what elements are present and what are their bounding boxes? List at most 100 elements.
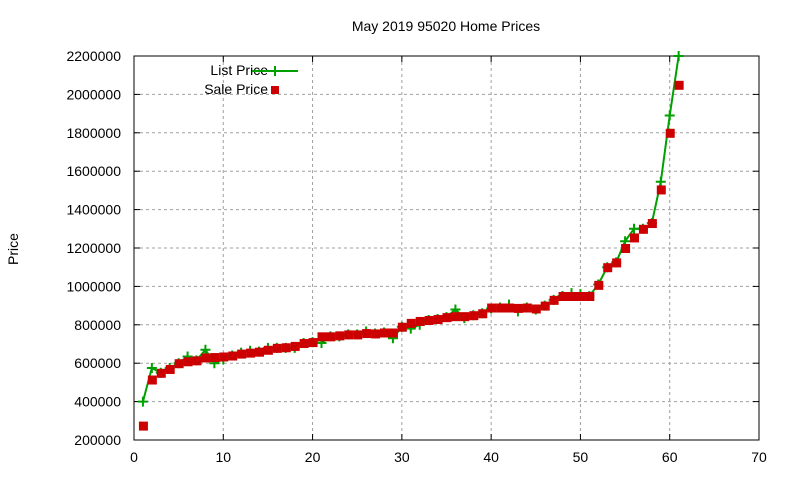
square-marker-icon <box>469 311 479 321</box>
square-marker-icon <box>380 328 389 338</box>
axes: 0 10 20 30 40 50 60 70 200000 400000 600000 800000 1… <box>66 48 767 465</box>
square-marker-icon <box>147 375 157 385</box>
square-marker-icon <box>335 331 345 341</box>
y-tick-label: 200000 <box>74 432 121 448</box>
plus-marker-icon <box>270 66 280 76</box>
square-marker-icon <box>371 329 381 339</box>
y-tick-label: 400000 <box>74 394 121 410</box>
square-marker-icon <box>656 185 666 195</box>
y-axis-label: Price <box>5 233 21 265</box>
square-marker-icon <box>549 295 559 305</box>
legend: List Price Sale Price <box>204 62 298 97</box>
grid-lines <box>134 56 759 440</box>
plus-marker-icon <box>146 363 157 373</box>
square-marker-icon <box>272 343 282 353</box>
square-marker-icon <box>513 303 523 313</box>
x-tick-label: 0 <box>130 449 138 465</box>
square-marker-icon <box>210 353 220 363</box>
x-tick-label: 70 <box>751 449 767 465</box>
square-marker-icon <box>665 128 675 138</box>
y-tick-label: 800000 <box>74 317 121 333</box>
series-sale-price <box>138 80 684 431</box>
square-marker-icon <box>594 280 604 290</box>
x-tick-label: 50 <box>573 449 589 465</box>
legend-label-sale-price: Sale Price <box>204 81 268 97</box>
y-tick-label: 2000000 <box>66 86 121 102</box>
y-tick-label: 1600000 <box>66 163 121 179</box>
square-marker-icon <box>478 309 488 319</box>
square-marker-icon <box>228 351 238 361</box>
plus-marker-icon <box>200 344 211 355</box>
square-marker-icon <box>424 316 434 325</box>
square-marker-icon <box>192 356 202 366</box>
square-marker-icon <box>219 352 229 362</box>
square-marker-icon <box>603 263 613 273</box>
square-marker-icon <box>263 345 273 355</box>
square-marker-icon <box>531 304 541 314</box>
square-marker-icon <box>451 312 461 322</box>
square-marker-icon <box>174 359 184 369</box>
square-marker-icon <box>433 315 443 325</box>
square-marker-icon <box>290 341 300 351</box>
square-marker-icon <box>406 318 416 328</box>
square-marker-icon <box>612 258 622 268</box>
square-marker-icon <box>397 322 407 332</box>
plus-marker-icon <box>664 110 675 121</box>
square-marker-icon <box>246 348 256 358</box>
legend-label-list-price: List Price <box>210 62 268 78</box>
square-marker-icon <box>585 292 595 301</box>
square-marker-icon <box>415 316 425 326</box>
y-tick-label: 1000000 <box>66 278 121 294</box>
plus-marker-icon <box>137 396 148 407</box>
square-marker-icon <box>647 219 657 229</box>
square-marker-icon <box>344 330 354 340</box>
square-marker-icon <box>156 368 166 378</box>
x-tick-label: 20 <box>305 449 321 465</box>
x-tick-label: 60 <box>662 449 678 465</box>
square-marker-icon <box>496 303 506 313</box>
plus-marker-icon <box>629 223 639 234</box>
square-marker-icon <box>281 343 291 353</box>
square-marker-icon <box>540 301 550 311</box>
square-marker-icon <box>138 421 148 431</box>
square-marker-icon <box>183 357 193 367</box>
square-marker-icon <box>505 303 514 313</box>
series-line <box>141 55 680 402</box>
y-tick-label: 1800000 <box>66 125 121 141</box>
square-marker-icon <box>442 313 452 323</box>
plus-marker-icon <box>673 51 684 61</box>
square-marker-icon <box>638 224 648 234</box>
square-marker-icon <box>308 338 318 348</box>
y-tick-label: 600000 <box>74 355 121 371</box>
plot-area <box>137 51 684 431</box>
square-marker-icon <box>630 233 639 243</box>
square-marker-icon <box>353 330 363 340</box>
x-tick-label: 10 <box>215 449 231 465</box>
y-tick-label: 2200000 <box>66 48 121 64</box>
x-tick-label: 30 <box>394 449 410 465</box>
square-marker-icon <box>487 303 497 313</box>
square-marker-icon <box>255 347 264 357</box>
chart-title: May 2019 95020 Home Prices <box>352 18 540 34</box>
square-marker-icon <box>237 349 247 359</box>
square-marker-icon <box>674 80 684 90</box>
square-marker-icon <box>165 364 175 374</box>
square-marker-icon <box>522 303 532 313</box>
square-marker-icon <box>558 292 568 301</box>
square-marker-icon <box>201 353 211 363</box>
y-tick-label: 1200000 <box>66 240 121 256</box>
square-marker-icon <box>388 328 398 338</box>
square-marker-icon <box>317 332 327 342</box>
square-marker-icon <box>576 292 586 301</box>
square-marker-icon <box>621 244 631 253</box>
square-marker-icon <box>460 312 470 322</box>
square-marker-icon <box>567 292 577 301</box>
square-marker-icon <box>362 329 372 339</box>
plus-marker-icon <box>655 176 666 187</box>
square-marker-icon <box>326 332 336 342</box>
square-marker-icon <box>271 86 279 94</box>
y-tick-label: 1400000 <box>66 202 121 218</box>
square-marker-icon <box>299 339 309 349</box>
